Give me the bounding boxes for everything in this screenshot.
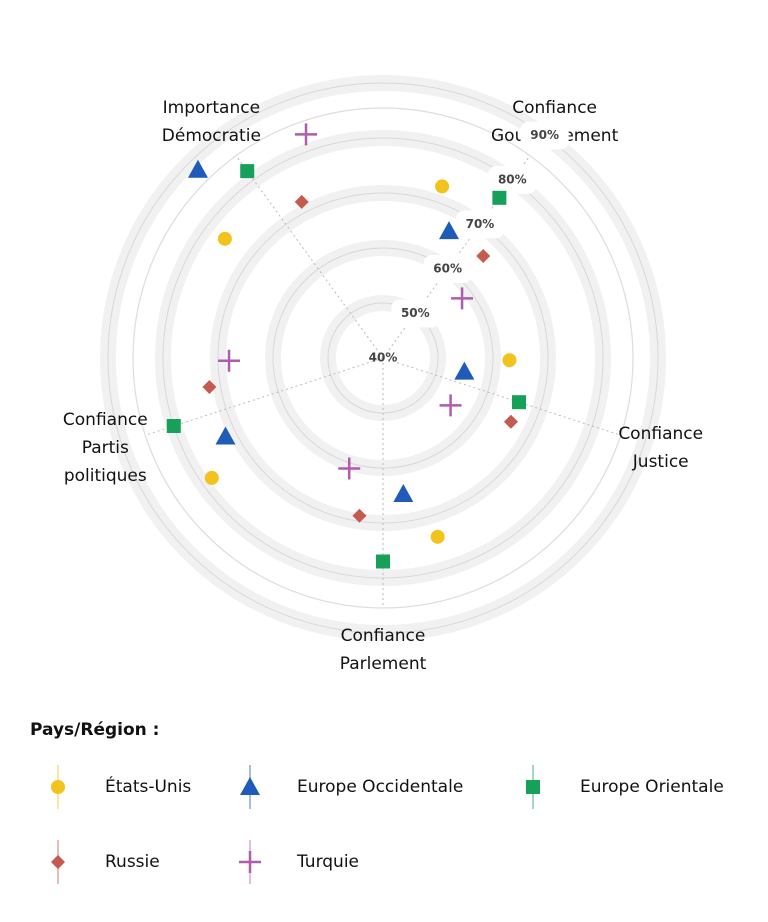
marker [166, 418, 181, 433]
marker [294, 194, 309, 209]
tick-label: 40% [369, 351, 398, 365]
legend-label: Russie [105, 852, 160, 872]
tick-label: 70% [466, 217, 495, 231]
axis-label: Confiance Justice [618, 424, 703, 472]
axis-label: Confiance Parlement [340, 626, 427, 674]
legend-marker [51, 780, 65, 794]
marker [393, 483, 414, 502]
marker [218, 349, 241, 372]
axis-line [382, 357, 621, 436]
tick-label: 90% [530, 128, 559, 142]
marker [352, 508, 367, 523]
axis-label-line: Confiance [63, 410, 148, 430]
legend-marker [239, 851, 261, 873]
marker [439, 394, 462, 417]
marker [240, 164, 255, 179]
axis-label-line: Justice [632, 452, 689, 472]
marker [512, 395, 527, 410]
marker [295, 123, 318, 146]
legend-label: États-Unis [105, 775, 191, 797]
marker [217, 231, 232, 246]
axis-line [235, 155, 384, 359]
axis-label: Importance Démocratie [162, 98, 261, 146]
grid-ring [107, 82, 659, 634]
marker [451, 287, 474, 310]
legend-label: Europe Orientale [580, 777, 724, 797]
axis-label-line: Confiance [341, 626, 426, 646]
legend-marker [240, 777, 260, 795]
marker [439, 221, 460, 240]
legend-marker [51, 855, 65, 869]
marker [435, 179, 450, 194]
tick-label-box [520, 121, 569, 150]
tick-label: 60% [433, 262, 462, 276]
axis-label-line: Partis [82, 438, 129, 458]
tick-label-box [488, 166, 537, 195]
axis-label-line: Importance [163, 98, 260, 118]
legend-label: Turquie [296, 852, 359, 872]
tick-label: 50% [401, 306, 430, 320]
marker [338, 457, 361, 480]
marker [492, 190, 507, 205]
axis-line [145, 357, 384, 436]
marker [376, 554, 390, 569]
marker [430, 529, 445, 544]
marker [476, 249, 491, 264]
axis-label: Confiance Partis politiques [63, 410, 148, 486]
marker [202, 380, 217, 395]
marker [215, 426, 236, 445]
marker [187, 159, 208, 178]
axis-label-line: Parlement [340, 654, 427, 674]
axis-label-line: Confiance [618, 424, 703, 444]
marker [454, 361, 475, 380]
tick-label: 80% [498, 173, 527, 187]
legend-marker [526, 780, 540, 794]
legend-title: Pays/Région : [30, 720, 159, 740]
axis-label-line: Confiance [512, 98, 597, 118]
tick-label-box [423, 255, 472, 284]
legend-label: Europe Occidentale [297, 777, 463, 797]
axis-label-line: politiques [64, 466, 147, 486]
marker [204, 470, 219, 485]
marker [502, 353, 517, 368]
axis-label-line: Démocratie [162, 126, 261, 146]
marker [503, 414, 518, 429]
outer-circle [132, 107, 634, 609]
tick-label-box [455, 210, 504, 239]
tick-label-box [391, 299, 440, 328]
